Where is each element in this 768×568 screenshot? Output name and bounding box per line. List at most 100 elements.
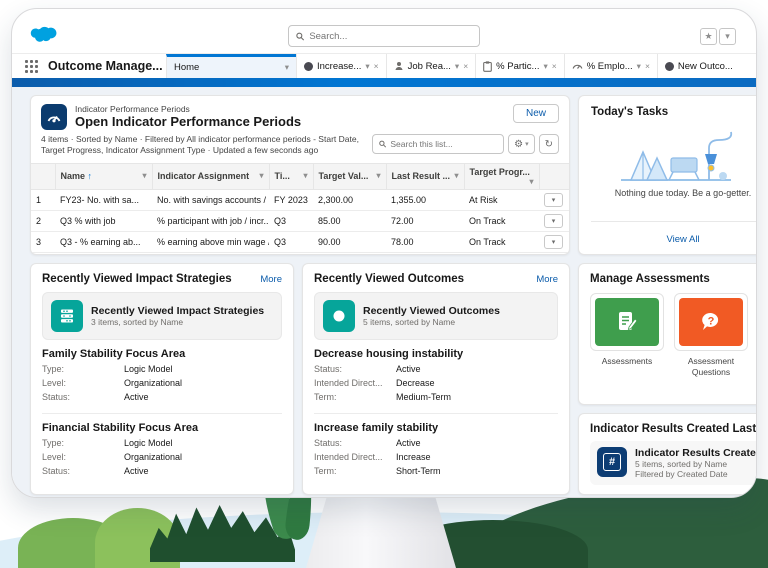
- tasks-card-title: Today's Tasks: [591, 106, 756, 118]
- outcomes-banner-title: Recently Viewed Outcomes: [363, 305, 500, 317]
- target-progress-cell: On Track: [464, 231, 539, 252]
- impact-banner[interactable]: Recently Viewed Impact Strategies 3 item…: [42, 292, 282, 340]
- close-icon[interactable]: ×: [552, 61, 557, 71]
- column-header-name[interactable]: Name ↑ ▾: [55, 163, 152, 189]
- target-progress-cell: On Track: [464, 252, 539, 255]
- record-name-link[interactable]: FY23- No. with sa...: [55, 189, 152, 210]
- row-number-header: [31, 163, 55, 189]
- time-period-link[interactable]: Q3: [269, 252, 313, 255]
- field-value: Logic Model: [124, 363, 282, 377]
- target-value-cell: 85.00: [313, 210, 386, 231]
- row-number: 2: [31, 210, 55, 231]
- indicator-assignment-link[interactable]: % earning above min wage /...: [152, 231, 269, 252]
- tab-increase[interactable]: Increase... ▾ ×: [296, 54, 386, 78]
- list-view-title: Open Indicator Performance Periods: [75, 114, 505, 129]
- theme-banner: [12, 78, 756, 87]
- close-icon[interactable]: ×: [645, 61, 650, 71]
- more-link[interactable]: More: [260, 274, 282, 285]
- column-header-time-period[interactable]: Ti... ▾: [269, 163, 313, 189]
- list-settings-button[interactable]: ⚙ ▾: [508, 134, 534, 154]
- time-period-link[interactable]: Q3: [269, 231, 313, 252]
- field-value: Increase: [396, 451, 558, 465]
- column-header-last-result[interactable]: Last Result ... ▾: [386, 163, 464, 189]
- chevron-down-icon[interactable]: ▾: [376, 171, 380, 180]
- outcome-record-icon: [665, 62, 674, 71]
- field-label: Intended Direct...: [314, 451, 396, 465]
- indicator-performance-period-object-icon: [41, 104, 67, 130]
- record-name-link[interactable]: Q3 - % earning ab...: [55, 231, 152, 252]
- app-navigation-bar: Outcome Manage... Home ▾ Increase... ▾ ×…: [12, 53, 756, 78]
- target-value-cell: 450.00: [313, 252, 386, 255]
- tab-job-label: Job Rea...: [408, 61, 451, 72]
- chevron-down-icon[interactable]: ▾: [303, 171, 307, 180]
- record-name-link[interactable]: Decrease housing instability: [314, 348, 558, 360]
- tab-new-outcome-label: New Outco...: [678, 61, 733, 72]
- indicator-assignment-link[interactable]: % participant with job / incr...: [152, 210, 269, 231]
- close-icon[interactable]: ×: [463, 61, 468, 71]
- global-search[interactable]: [288, 25, 480, 47]
- list-search-input[interactable]: [390, 139, 497, 149]
- tab-increase-label: Increase...: [317, 61, 361, 72]
- record-name-link[interactable]: Q3 - No. with savi...: [55, 252, 152, 255]
- chevron-down-icon: ▾: [552, 217, 556, 225]
- more-link[interactable]: More: [536, 274, 558, 285]
- outcomes-banner[interactable]: Recently Viewed Outcomes 5 items, sorted…: [314, 292, 558, 340]
- tab-new-outcome[interactable]: New Outco...: [657, 54, 740, 78]
- chevron-down-icon[interactable]: ▾: [543, 61, 547, 72]
- time-period-link[interactable]: Q3: [269, 210, 313, 231]
- results-banner-title: Indicator Results Created: [635, 447, 756, 459]
- field-value: Logic Model: [124, 437, 282, 451]
- favorites-dropdown-button[interactable]: ▾: [719, 28, 736, 45]
- results-banner[interactable]: # Indicator Results Created 5 items, sor…: [590, 441, 756, 485]
- close-icon[interactable]: ×: [374, 61, 379, 71]
- tab-home[interactable]: Home ▾: [166, 54, 296, 78]
- tab-percent-participants[interactable]: % Partic... ▾ ×: [475, 54, 564, 78]
- gauge-record-icon: [572, 61, 583, 71]
- recently-viewed-impact-strategies-card: Recently Viewed Impact Strategies More: [30, 263, 294, 495]
- row-actions-button[interactable]: ▾: [544, 214, 563, 228]
- new-button[interactable]: New: [513, 104, 559, 123]
- view-all-link[interactable]: View All: [666, 234, 699, 245]
- chevron-down-icon[interactable]: ▾: [365, 61, 369, 72]
- chevron-down-icon[interactable]: ▾: [529, 177, 533, 186]
- chevron-down-icon[interactable]: ▾: [455, 61, 459, 72]
- gear-icon: ⚙: [514, 139, 523, 150]
- star-icon: ★: [704, 31, 712, 42]
- record-name-link[interactable]: Family Stability Focus Area: [42, 348, 282, 360]
- tab-percent-employed[interactable]: % Emplo... ▾ ×: [564, 54, 657, 78]
- refresh-button[interactable]: ↻: [539, 134, 559, 154]
- indicator-assignment-link[interactable]: No. with savings accounts / i...: [152, 252, 269, 255]
- list-search[interactable]: [372, 134, 504, 154]
- record-name-link[interactable]: Financial Stability Focus Area: [42, 422, 282, 434]
- app-name: Outcome Manage...: [48, 59, 166, 73]
- question-bubble-icon: ?: [699, 310, 723, 334]
- chevron-down-icon[interactable]: ▾: [259, 171, 263, 180]
- person-record-icon: [394, 61, 404, 71]
- app-launcher-waffle-icon[interactable]: [24, 59, 38, 73]
- chevron-down-icon[interactable]: ▾: [142, 171, 146, 180]
- indicator-results-card: Indicator Results Created Last # Indicat…: [578, 413, 756, 495]
- column-header-indicator-assignment[interactable]: Indicator Assignment ▾: [152, 163, 269, 189]
- list-table: Name ↑ ▾ Indicator Assignment ▾ Ti...: [31, 163, 570, 255]
- outcome-record-icon: [304, 62, 313, 71]
- home-page-content: Indicator Performance Periods Open Indic…: [12, 87, 756, 497]
- assessment-questions-tile[interactable]: ? Assessment Questions: [674, 293, 748, 378]
- record-name-link[interactable]: Q3 % with job: [55, 210, 152, 231]
- tab-job-readiness[interactable]: Job Rea... ▾ ×: [386, 54, 476, 78]
- time-period-link[interactable]: FY 2023: [269, 189, 313, 210]
- row-number: 1: [31, 189, 55, 210]
- favorite-star-button[interactable]: ★: [700, 28, 717, 45]
- chevron-down-icon[interactable]: ▾: [637, 61, 641, 72]
- row-actions-button[interactable]: ▾: [544, 235, 563, 249]
- field-label: Intended Direct...: [314, 377, 396, 391]
- column-header-target-value[interactable]: Target Val... ▾: [313, 163, 386, 189]
- record-name-link[interactable]: Increase family stability: [314, 422, 558, 434]
- target-value-cell: 2,300.00: [313, 189, 386, 210]
- global-search-input[interactable]: [309, 31, 472, 42]
- chevron-down-icon[interactable]: ▾: [454, 171, 458, 180]
- chevron-down-icon[interactable]: ▾: [285, 62, 289, 73]
- indicator-assignment-link[interactable]: No. with savings accounts / i...: [152, 189, 269, 210]
- row-actions-button[interactable]: ▾: [544, 193, 563, 207]
- assessments-tile[interactable]: Assessments: [590, 293, 664, 378]
- column-header-target-progress[interactable]: Target Progr... ▾: [464, 163, 539, 189]
